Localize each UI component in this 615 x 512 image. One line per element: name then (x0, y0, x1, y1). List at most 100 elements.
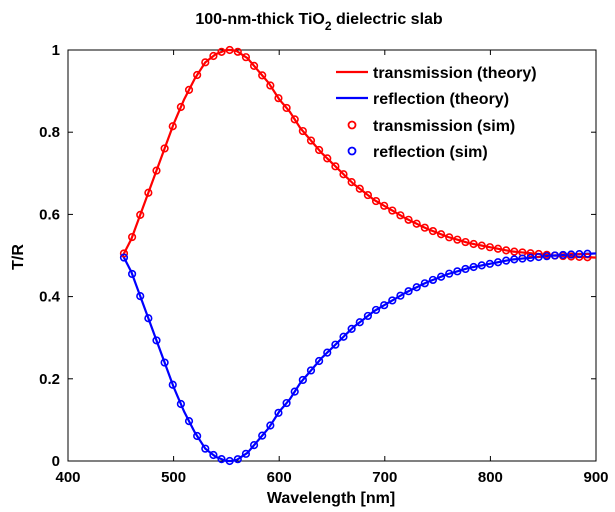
data-point (567, 250, 576, 259)
data-point (412, 283, 421, 292)
data-point (502, 256, 511, 265)
data-point (258, 431, 267, 440)
y-tick-label: 0 (52, 453, 60, 470)
data-point (160, 144, 169, 153)
data-point (144, 188, 153, 197)
data-point (412, 219, 421, 228)
data-point (266, 421, 275, 430)
data-point (380, 301, 389, 310)
data-point (193, 70, 202, 80)
data-point (469, 239, 478, 249)
data-point (176, 102, 185, 112)
data-point (363, 311, 373, 321)
x-axis-label: Wavelength [nm] (267, 490, 395, 507)
data-point (274, 94, 283, 103)
data-point (184, 85, 194, 94)
data-point (485, 259, 494, 268)
data-point (315, 356, 324, 366)
data-point (428, 226, 438, 236)
series-markers-transmission (119, 45, 592, 262)
data-point (136, 292, 145, 301)
data-point (502, 246, 511, 255)
axes-box (67, 49, 597, 462)
data-point (144, 314, 153, 323)
data-point (160, 358, 169, 367)
data-point (510, 247, 519, 256)
data-point (445, 269, 454, 278)
data-point (290, 387, 299, 396)
x-tick-label: 600 (267, 469, 292, 486)
data-point (233, 47, 242, 56)
data-point (510, 255, 519, 264)
data-point (396, 211, 405, 220)
data-point (477, 261, 486, 270)
data-point (428, 275, 438, 285)
data-point (274, 408, 283, 417)
data-point (201, 444, 210, 453)
plot-area: 400 500 600 700 800 900 0 0.2 0.4 0.6 0.8 1 (39, 42, 608, 486)
x-tick-label: 700 (372, 469, 397, 486)
data-point (583, 253, 592, 262)
data-point (136, 210, 145, 219)
data-point (534, 249, 543, 259)
data-point (184, 417, 194, 426)
data-point (152, 336, 161, 345)
legend-label: reflection (sim) (373, 144, 488, 161)
data-point (225, 456, 234, 466)
data-point (526, 249, 535, 258)
series-markers-reflection (119, 249, 592, 466)
data-point (306, 366, 316, 375)
data-point (534, 252, 543, 262)
chart-title-subscript: 2 (325, 19, 332, 33)
data-point (249, 441, 259, 450)
data-point (550, 251, 560, 260)
data-point (168, 380, 177, 389)
data-point (388, 296, 397, 305)
legend-swatch-marker (347, 146, 357, 156)
data-point (282, 398, 291, 408)
data-point (436, 230, 446, 239)
data-point (217, 455, 226, 464)
data-point (347, 324, 356, 333)
data-point (388, 206, 397, 215)
y-tick-label: 0.8 (39, 124, 60, 141)
data-point (315, 145, 324, 155)
data-point (436, 272, 446, 281)
data-point (193, 431, 202, 441)
legend-label: transmission (theory) (373, 65, 537, 82)
data-point (371, 305, 381, 315)
chart-title-rest: dielectric slab (332, 11, 443, 28)
data-point (355, 184, 364, 193)
data-point (461, 237, 470, 247)
y-tick-label: 0.2 (39, 371, 60, 388)
data-point (233, 455, 242, 464)
data-point (249, 61, 259, 70)
x-tick-label: 500 (161, 469, 186, 486)
data-point (363, 190, 373, 200)
data-point (152, 166, 161, 175)
data-point (282, 103, 291, 113)
data-point (339, 170, 348, 179)
data-point (217, 47, 226, 56)
data-point (331, 162, 340, 171)
data-point (176, 399, 185, 409)
data-point (119, 253, 129, 262)
data-point (201, 58, 210, 67)
data-point (518, 254, 527, 263)
data-point (306, 136, 316, 145)
data-point (420, 279, 429, 288)
data-point (371, 196, 381, 206)
data-point (396, 291, 405, 300)
data-point (209, 450, 218, 460)
legend-swatch-marker (347, 120, 357, 130)
data-point (493, 258, 503, 267)
data-point (485, 243, 494, 252)
x-tick-label: 400 (55, 469, 80, 486)
data-point (127, 232, 137, 242)
data-point (119, 249, 129, 258)
x-tick-label: 900 (583, 469, 608, 486)
data-point (461, 264, 470, 274)
data-point (241, 53, 251, 62)
data-point (445, 233, 454, 242)
